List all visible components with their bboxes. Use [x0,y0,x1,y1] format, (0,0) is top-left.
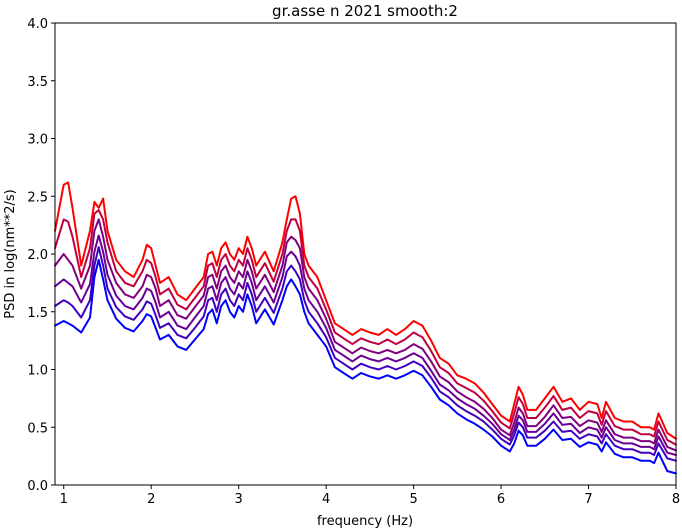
y-tick-label: 2.0 [27,248,48,263]
y-axis-title: PSD in log(nm**2/s) [3,189,18,319]
x-tick-label: 4 [322,492,330,507]
x-axis-title: frequency (Hz) [317,514,413,529]
x-tick-label: 6 [497,492,505,507]
x-axis: 1 2 3 4 5 6 7 8 [60,485,680,507]
x-tick-label: 7 [584,492,592,507]
x-tick-label: 2 [147,492,155,507]
y-tick-label: 1.0 [27,364,48,379]
series-line-5 [54,246,677,462]
y-tick-label: 3.0 [27,133,48,148]
x-tick-label: 5 [409,492,417,507]
x-tick-label: 8 [672,492,680,507]
x-tick-label: 1 [60,492,68,507]
series-line-2 [54,209,677,446]
y-axis: 0.0 0.5 1.0 1.5 2.0 2.5 3.0 3.5 4.0 [27,17,55,494]
y-tick-label: 0.5 [27,421,48,436]
y-tick-label: 3.5 [27,75,48,90]
x-tick-label: 3 [235,492,243,507]
series-line-3 [54,218,677,452]
chart-title: gr.asse n 2021 smooth:2 [272,2,458,20]
y-tick-label: 4.0 [27,17,48,32]
series-line-6 [54,258,677,475]
y-tick-label: 1.5 [27,306,48,321]
y-tick-label: 0.0 [27,479,48,494]
series-layer [54,181,677,475]
y-tick-label: 2.5 [27,190,48,205]
series-line-1 [54,181,677,440]
series-line-4 [54,234,677,456]
